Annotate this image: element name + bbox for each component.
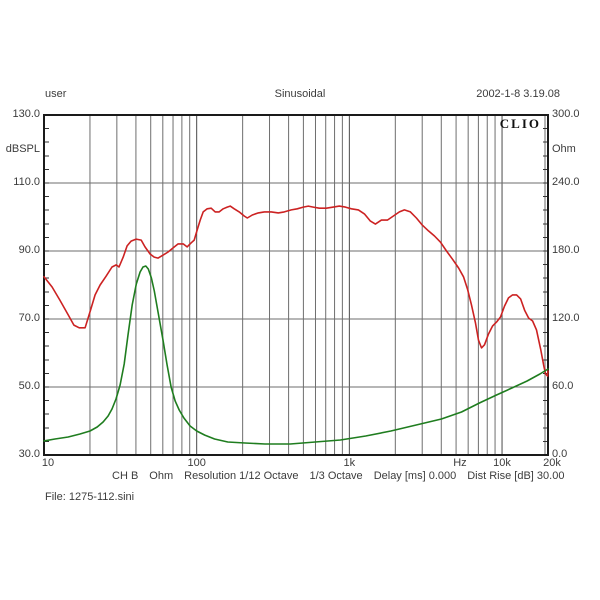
file-label: File: 1275-112.sini (45, 491, 135, 503)
x-axis-tick-label: 100 (187, 457, 206, 469)
spl-curve (43, 205, 549, 377)
status-bar: CH B Ohm Resolution 1/12 Octave 1/3 Octave D… (112, 470, 564, 482)
right-axis-tick-label: 240.0 (552, 176, 580, 188)
clio-logo: CLIO (499, 116, 541, 131)
x-axis-unit: Hz (453, 457, 467, 469)
measurement-type-label: Sinusoidal (274, 88, 326, 100)
left-axis-tick-label: 130.0 (12, 108, 40, 120)
status-item-3: 1/3 Octave (309, 470, 363, 482)
left-axis-tick-label: 30.0 (18, 448, 40, 460)
x-axis-tick-label: 1k (343, 457, 356, 469)
right-axis-tick-label: 120.0 (552, 312, 580, 324)
x-axis-tick-label: 20k (543, 457, 561, 469)
status-item-1: Ohm (149, 470, 174, 482)
left-axis-tick-label: 90.0 (18, 244, 40, 256)
status-item-5: Dist Rise [dB] 30.00 (467, 470, 565, 482)
status-item-0: CH B (112, 470, 139, 482)
status-item-4: Delay [ms] 0.000 (373, 470, 457, 482)
right-axis-tick-label: 0.0 (552, 448, 568, 460)
x-axis-tick-label: 10 (41, 457, 55, 469)
right-axis-tick-label: 300.0 (552, 108, 580, 120)
left-axis-tick-label: 50.0 (18, 380, 40, 392)
measurement-user-label: user (45, 88, 67, 100)
measurement-datetime: 2002-1-8 3.19.08 (476, 88, 560, 100)
left-axis-tick-label: 70.0 (18, 312, 40, 324)
right-axis-unit: Ohm (552, 143, 576, 155)
plot-border (43, 114, 549, 456)
x-axis-tick-label: 10k (493, 457, 511, 469)
left-axis-unit: dBSPL (5, 143, 40, 155)
left-axis-tick-label: 110.0 (13, 176, 40, 188)
right-axis-tick-label: 180.0 (552, 244, 580, 256)
status-item-2: Resolution 1/12 Octave (184, 470, 299, 482)
impedance-curve (43, 265, 549, 445)
right-axis-tick-label: 60.0 (552, 380, 574, 392)
